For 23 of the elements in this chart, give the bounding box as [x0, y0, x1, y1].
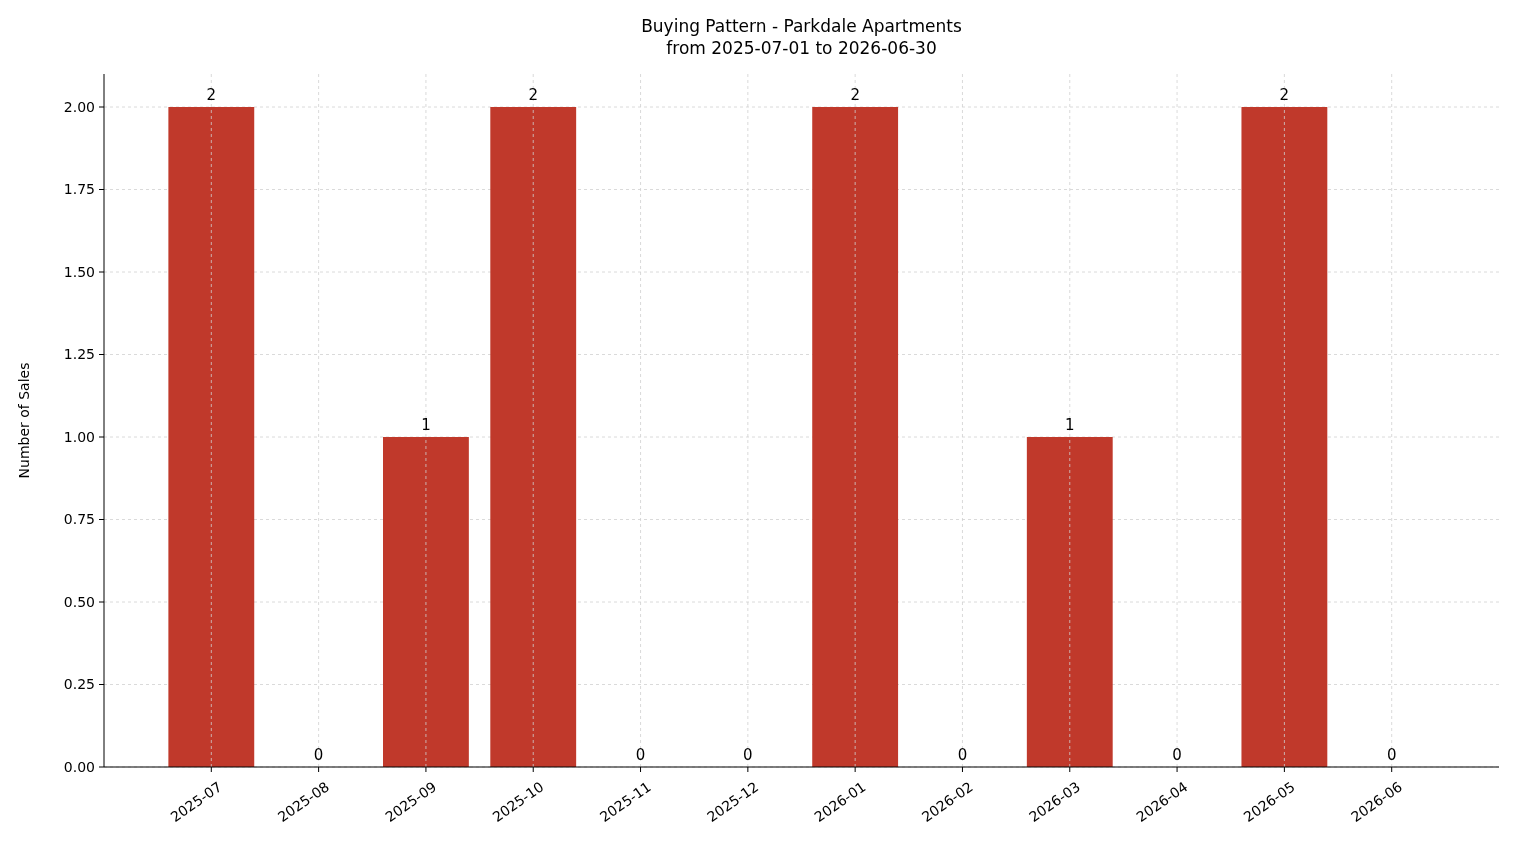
chart-title: Buying Pattern - Parkdale Apartments from 2025-07-01 to 2026-06-30: [641, 16, 962, 58]
y-tick-label: 0.00: [63, 758, 95, 775]
y-tick-label: 1.00: [63, 428, 95, 445]
data-label: 0: [1172, 746, 1182, 764]
y-tick-label: 1.25: [63, 346, 95, 363]
y-axis-title: Number of Sales: [16, 362, 32, 479]
data-label: 0: [635, 746, 646, 764]
data-label: 2: [850, 86, 860, 104]
y-tick-label: 1.75: [63, 181, 95, 198]
data-label: 1: [421, 416, 431, 434]
data-label: 0: [743, 746, 753, 764]
y-tick-label: 1.50: [63, 263, 95, 280]
data-label: 2: [528, 86, 538, 104]
y-tick-label: 0.75: [63, 511, 95, 528]
data-label: 1: [1065, 416, 1075, 434]
data-label: 0: [1386, 746, 1397, 764]
y-tick-label: 0.25: [63, 676, 95, 693]
data-label: 0: [957, 746, 968, 764]
data-label: 2: [206, 86, 217, 104]
y-tick-label: 2.00: [63, 98, 95, 115]
data-label: 0: [313, 746, 324, 764]
y-tick-label: 0.50: [63, 593, 95, 610]
data-label: 2: [1279, 86, 1290, 104]
